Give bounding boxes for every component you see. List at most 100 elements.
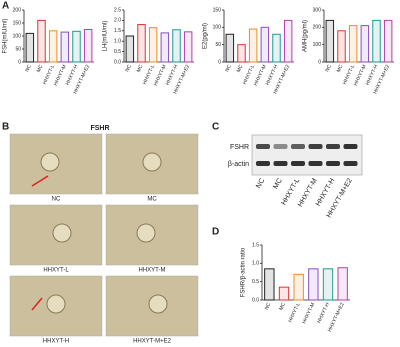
follicle xyxy=(46,294,66,314)
y-tick-label: 0 xyxy=(318,59,321,65)
x-tick-label: HHXYT-M xyxy=(301,302,316,325)
bar xyxy=(37,19,46,63)
bar xyxy=(225,33,235,63)
y-axis-label: LH(mIU/ml) xyxy=(103,21,109,52)
bar xyxy=(348,25,358,63)
band-label: FSHR xyxy=(230,144,249,151)
axis xyxy=(261,245,350,301)
band-label: β-actin xyxy=(228,161,249,168)
axis xyxy=(123,10,194,63)
y-tick-label: 150 xyxy=(13,20,22,26)
y-tick-label: 100 xyxy=(313,42,322,48)
lane-label: MC xyxy=(272,177,284,190)
follicle xyxy=(40,152,60,172)
arrow xyxy=(31,175,49,187)
y-tick-label: 2.5 xyxy=(114,7,121,13)
band xyxy=(291,161,305,166)
y-tick-label: 50 xyxy=(215,42,221,48)
band xyxy=(273,144,288,149)
y-tick-label: 1.0 xyxy=(114,39,121,45)
band xyxy=(326,144,340,149)
band xyxy=(308,144,323,149)
x-tick-label: MC xyxy=(278,302,287,312)
band xyxy=(273,161,288,166)
bar xyxy=(172,29,181,63)
follicle xyxy=(136,223,156,243)
bar xyxy=(325,19,335,63)
histology-caption: HHXYT-H xyxy=(43,339,69,345)
y-axis-label: FSHR/β-actin ratio xyxy=(241,247,247,297)
panel-letter: C xyxy=(212,122,219,133)
bar xyxy=(272,33,281,63)
bar xyxy=(337,30,346,63)
y-axis-label: E2(pg/ml) xyxy=(203,23,209,49)
histology-caption: MC xyxy=(147,197,157,203)
bar xyxy=(383,19,393,63)
x-tick-label: MC xyxy=(336,64,345,74)
histology-grid: NC MC HHXYT-L HHXYT-M HHXYT-H HHXYT-M+E2 xyxy=(9,133,199,345)
band xyxy=(291,144,305,149)
axis xyxy=(23,10,94,63)
histology-title: FSHR xyxy=(90,125,109,132)
bar xyxy=(125,35,135,63)
y-tick-label: 0 xyxy=(218,59,221,65)
y-tick-label: 0.0 xyxy=(114,59,121,65)
bar xyxy=(72,30,81,63)
x-tick-label: NC xyxy=(124,64,133,73)
y-tick-label: 200 xyxy=(13,7,22,13)
y-tick-label: 2.0 xyxy=(114,18,121,24)
x-tick-label: NC xyxy=(224,64,233,73)
panel-letter: B xyxy=(2,122,9,133)
y-tick-label: 1.5 xyxy=(114,28,121,34)
x-tick-label: MC xyxy=(36,64,45,74)
band xyxy=(256,161,270,166)
y-tick-label: 1.0 xyxy=(252,261,259,267)
bar xyxy=(260,26,270,63)
y-tick-label: 0.5 xyxy=(252,279,259,285)
bar xyxy=(48,30,58,63)
bar xyxy=(372,19,381,63)
band xyxy=(326,161,340,166)
y-tick-label: 0.5 xyxy=(114,49,121,55)
bar xyxy=(337,267,348,301)
y-tick-label: 0 xyxy=(18,59,21,65)
y-tick-label: 150 xyxy=(213,7,222,13)
bar xyxy=(83,29,93,63)
y-axis-label: FSH(mIU/ml) xyxy=(3,19,9,54)
y-axis-label: AMH(pg/ml) xyxy=(303,20,309,52)
y-tick-label: 0.0 xyxy=(252,297,259,303)
x-tick-label: NC xyxy=(264,302,273,311)
x-tick-label: NC xyxy=(24,64,33,73)
y-tick-label: 100 xyxy=(213,25,222,31)
histology-caption: HHXYT-L xyxy=(43,268,69,274)
band xyxy=(256,144,270,149)
x-tick-label: HHXYT-H xyxy=(316,302,331,325)
band xyxy=(343,144,358,149)
bar xyxy=(293,273,304,301)
y-tick-label: 300 xyxy=(313,7,322,13)
bar xyxy=(160,32,170,63)
bar xyxy=(237,44,246,63)
x-tick-label: MC xyxy=(236,64,245,74)
histology-caption: NC xyxy=(52,197,61,203)
bar xyxy=(360,25,370,63)
bar xyxy=(308,268,319,301)
axis xyxy=(323,10,394,63)
panel-letter: D xyxy=(212,227,219,238)
y-tick-label: 1.5 xyxy=(252,242,259,248)
panel-letter: A xyxy=(2,1,9,12)
lane-label: NC xyxy=(255,177,266,189)
band xyxy=(343,161,358,166)
bar xyxy=(248,28,258,63)
band xyxy=(308,161,323,166)
x-tick-label: NC xyxy=(324,64,333,73)
bar xyxy=(60,31,70,63)
arrow xyxy=(31,297,43,311)
follicle xyxy=(142,152,162,172)
x-tick-label: HHXYT-L xyxy=(287,302,301,324)
bar xyxy=(183,31,193,63)
bar xyxy=(278,286,290,301)
bar xyxy=(322,268,334,301)
